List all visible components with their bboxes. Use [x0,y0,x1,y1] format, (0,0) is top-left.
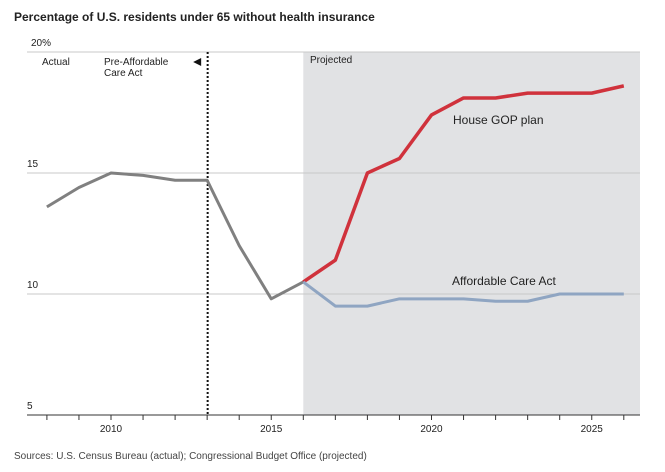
y-tick-label: 5 [27,401,33,412]
left-arrow-icon [193,58,202,66]
y-tick-label: 20% [31,38,51,49]
annotation-pre-aca: Pre-Affordable [104,57,169,68]
x-tick-label: 2025 [581,424,604,435]
series-label-house-gop: House GOP plan [453,113,544,127]
series-label-aca: Affordable Care Act [452,274,557,288]
y-tick-label: 15 [27,159,39,170]
annotation-pre-aca: Care Act [104,68,143,79]
y-tick-label: 10 [27,280,39,291]
x-tick-label: 2020 [420,424,443,435]
annotation-projected: Projected [310,55,352,66]
x-tick-label: 2010 [100,424,123,435]
projected-region [303,52,640,415]
x-tick-label: 2015 [260,424,283,435]
series-line-actual [46,171,305,301]
chart-title: Percentage of U.S. residents under 65 wi… [14,10,375,24]
annotation-actual: Actual [42,57,70,68]
chart-source: Sources: U.S. Census Bureau (actual); Co… [14,451,367,462]
